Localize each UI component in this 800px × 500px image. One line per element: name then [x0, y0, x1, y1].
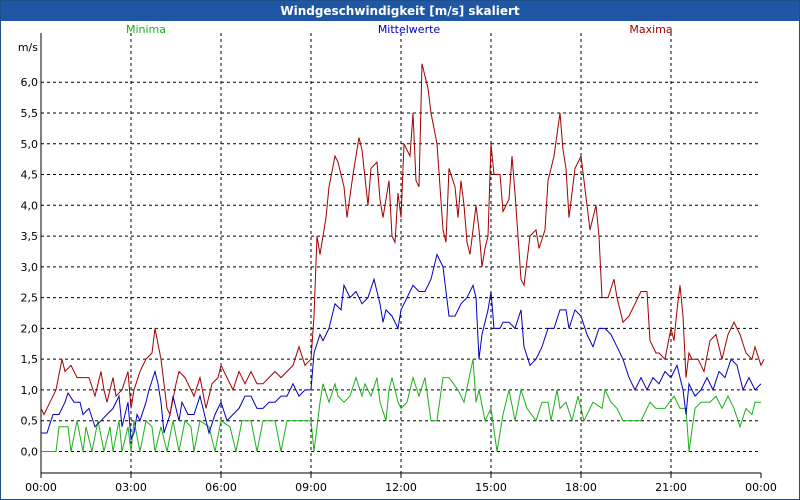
x-tick-time: 06:00 — [205, 481, 237, 494]
x-tick-time: 03:00 — [115, 481, 147, 494]
legend: Minima Mittelwerte Maxima — [126, 23, 673, 36]
x-tick-time: 09:00 — [295, 481, 327, 494]
y-tick-label: 5,0 — [21, 138, 39, 151]
x-tick-date: 09.08.12 — [467, 498, 516, 499]
x-tick-date: 10.08.12 — [737, 498, 786, 499]
x-tick-date: 09.08.12 — [107, 498, 156, 499]
y-tick-label: 4,5 — [21, 169, 39, 182]
legend-mittelwerte: Mittelwerte — [378, 23, 441, 36]
x-tick-date: 09.08.12 — [287, 498, 336, 499]
y-tick-label: 2,0 — [21, 322, 39, 335]
x-tick-date: 09.08.12 — [377, 498, 426, 499]
wind-speed-chart: 0,0 0,5 1,0 1,5 2,0 2,5 3,0 3,5 4,0 4,5 5,0 5,5 6,0 m… — [17, 23, 786, 499]
y-tick-label: 3,5 — [21, 230, 39, 243]
y-tick-label: 3,0 — [21, 261, 39, 274]
y-tick-label: 0,5 — [21, 415, 39, 428]
x-tick-time: 15:00 — [475, 481, 507, 494]
y-tick-label: 1,0 — [21, 384, 39, 397]
series-line-mittelwerte — [41, 253, 762, 442]
x-tick-time: 18:00 — [565, 481, 597, 494]
x-tick-date: 09.08.12 — [17, 498, 66, 499]
y-axis: 0,0 0,5 1,0 1,5 2,0 2,5 3,0 3,5 4,0 4,5 5,0 5,5 6,0 m… — [18, 41, 38, 458]
x-tick-date: 09.08.12 — [647, 498, 696, 499]
x-tick-date: 09.08.12 — [197, 498, 246, 499]
x-tick-time: 21:00 — [655, 481, 687, 494]
x-tick-time: 00:00 — [745, 481, 777, 494]
y-tick-label: 6,0 — [21, 76, 39, 89]
window-title: Windgeschwindigkeit [m/s] skaliert — [1, 1, 799, 21]
grid-lines — [41, 33, 761, 473]
x-tick-time: 00:00 — [25, 481, 57, 494]
legend-maxima: Maxima — [629, 23, 672, 36]
x-tick-date: 09.08.12 — [557, 498, 606, 499]
y-tick-label: 1,5 — [21, 353, 39, 366]
y-tick-label: 4,0 — [21, 199, 39, 212]
series-line-minima — [41, 359, 761, 452]
series-group — [40, 63, 765, 452]
series-line-maxima — [40, 63, 765, 417]
y-tick-label: 5,5 — [21, 107, 39, 120]
y-tick-label: 2,5 — [21, 292, 39, 305]
x-tick-time: 12:00 — [385, 481, 417, 494]
legend-minima: Minima — [126, 23, 166, 36]
y-tick-label: 0,0 — [21, 445, 39, 458]
y-axis-unit-label: m/s — [18, 41, 38, 54]
x-axis: 00:00 09.08.12 03:00 09.08.12 06:00 09.08.12 0… — [17, 473, 786, 499]
